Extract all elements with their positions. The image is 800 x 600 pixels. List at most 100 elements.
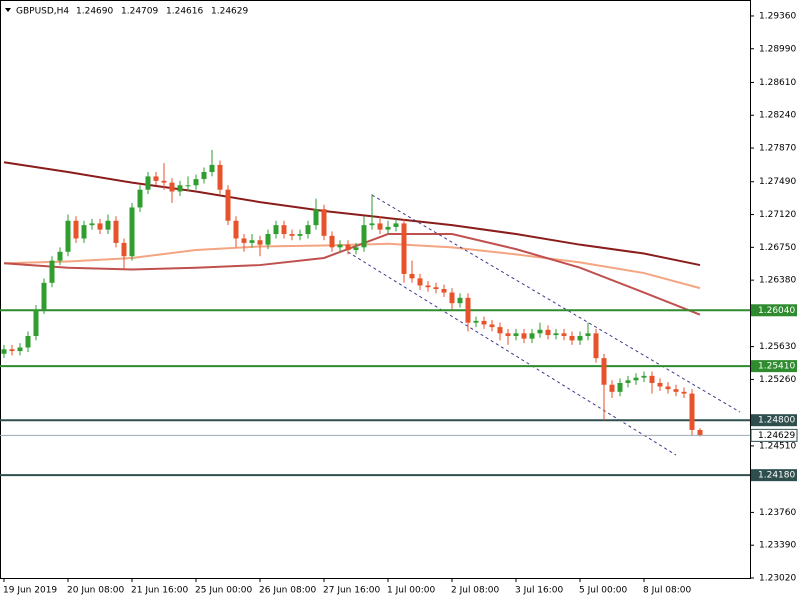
y-tick-label: 1.23020 [759,574,796,584]
x-tick-label: 1 Jul 00:00 [387,586,436,596]
level-label: 1.24180 [758,471,795,481]
candle-body [425,285,431,288]
channel-line [371,194,741,413]
candle-body [169,182,175,192]
candle-body [601,358,607,385]
y-tick-label: 1.26750 [759,243,796,253]
candle-body [665,386,671,390]
candle-body [641,375,647,378]
y-tick-label: 1.25630 [759,342,796,352]
candle-body [545,329,551,336]
candle-body [481,320,487,325]
x-tick-label: 21 Jun 16:00 [131,586,188,596]
candle-body [225,189,231,221]
candle-body [521,333,527,339]
candle-body [305,225,311,235]
candle-body [337,244,343,248]
candle-body [473,320,479,323]
candle-body [33,309,39,336]
candle-body [129,207,135,257]
candle-body [617,382,623,392]
candle-body [697,429,703,436]
candle-body [329,235,335,248]
level-label: 1.26040 [758,306,795,316]
candle-body [273,225,279,235]
y-tick-label: 1.28610 [759,78,796,88]
candle-body [217,164,223,190]
candle-body [409,273,415,279]
candle-body [25,335,31,348]
y-tick-label: 1.27120 [759,210,796,220]
candle-body [689,393,695,430]
candle-body [81,225,87,239]
candle-body [553,333,559,336]
y-tick-label: 1.26380 [759,276,796,286]
candle-body [633,377,639,381]
candle-body [609,384,615,392]
candle-body [569,335,575,341]
candle-body [513,333,519,336]
candle-body [537,329,543,334]
candle-body [1,349,7,354]
candle-body [249,240,255,243]
candle-body [577,335,583,341]
y-tick-label: 1.28990 [759,44,796,54]
x-tick-label: 8 Jul 08:00 [643,586,692,596]
candle-body [121,242,127,257]
candle-body [137,189,143,208]
x-tick-label: 3 Jul 16:00 [515,586,564,596]
candle-body [57,251,63,261]
candle-body [657,382,663,387]
y-tick-label: 1.23760 [759,508,796,518]
current-price-label: 1.24629 [758,431,795,441]
candle-body [417,278,423,286]
candle-body [457,297,463,304]
header-value: 1.24616 [166,7,203,17]
candle-body [561,333,567,336]
x-tick-label: 25 Jun 00:00 [195,586,252,596]
level-box [751,414,797,427]
plot-frame [0,0,751,579]
candle-body [257,240,263,245]
candle-body [489,324,495,328]
current-price-box [750,428,798,442]
candle-body [313,209,319,226]
candle-body [9,349,15,352]
level-label: 1.25410 [758,362,795,372]
candle-body [449,292,455,304]
candle-body [401,223,407,274]
candle-body [265,234,271,245]
x-tick-label: 27 Jun 16:00 [323,586,380,596]
level-label: 1.24800 [758,416,795,426]
candle-body [505,333,511,336]
y-tick-label: 1.27490 [759,177,796,187]
candle-body [465,297,471,323]
candle-body [321,209,327,236]
header: GBPUSD,H4 1.24690 1.24709 1.24616 1.24629 [16,7,248,17]
candle-body [649,375,655,383]
candle-body [161,180,167,183]
candle-body [385,226,391,230]
candle-body [49,260,55,283]
candle-body [233,220,239,239]
y-tick-label: 1.28240 [759,111,796,121]
menu-arrow[interactable] [5,8,11,12]
candle-body [209,164,215,172]
candle-body [201,171,207,180]
symbol: GBPUSD,H4 [16,7,69,17]
candle-body [585,333,591,336]
candle-body [97,223,103,230]
candle-body [441,289,447,293]
level-box [751,469,797,482]
candle-body [353,247,359,250]
candle-body [65,220,71,252]
candle-body [361,225,367,248]
candle-body [529,333,535,339]
candle-body [297,234,303,236]
candle-body [113,220,119,243]
y-tick-label: 1.24510 [759,441,796,451]
candle-body [625,380,631,383]
candle-body [497,327,503,334]
candle-body [41,282,47,310]
